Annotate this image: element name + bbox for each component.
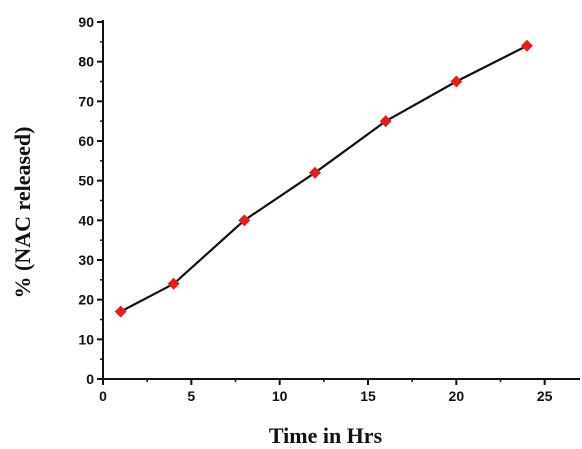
x-ticks: 0 5 10 15 20 25: [99, 379, 553, 404]
data-point-marker: [238, 214, 251, 227]
x-axis-title: Time in Hrs: [269, 423, 383, 448]
y-ticks: 0 10 20 30 40 50 60 70 80 90: [78, 14, 103, 387]
axes: [102, 20, 580, 380]
data-point-marker: [450, 75, 463, 88]
y-tick-label: 50: [78, 173, 94, 189]
y-tick-label: 60: [78, 133, 94, 149]
x-tick-label: 5: [187, 388, 195, 404]
y-tick-label: 80: [78, 54, 94, 70]
x-tick-label: 20: [449, 388, 465, 404]
x-tick-label: 0: [99, 388, 107, 404]
y-tick-label: 40: [78, 212, 94, 228]
data-point-marker: [309, 166, 321, 179]
y-tick-label: 20: [78, 292, 94, 308]
data-point-marker: [521, 39, 533, 52]
y-axis-title: % (NAC released): [10, 127, 35, 299]
x-tick-label: 10: [272, 388, 288, 404]
data-point-marker: [114, 305, 127, 318]
x-tick-label: 25: [537, 388, 553, 404]
data-point-marker: [379, 115, 392, 128]
data-point-marker: [167, 277, 180, 290]
y-tick-label: 70: [78, 93, 94, 109]
data-series: [114, 39, 533, 318]
y-tick-label: 30: [78, 252, 94, 268]
series-line: [120, 44, 528, 313]
y-tick-label: 90: [78, 14, 94, 30]
y-tick-label: 0: [86, 371, 94, 387]
y-tick-label: 10: [78, 331, 94, 347]
x-tick-label: 15: [360, 388, 376, 404]
